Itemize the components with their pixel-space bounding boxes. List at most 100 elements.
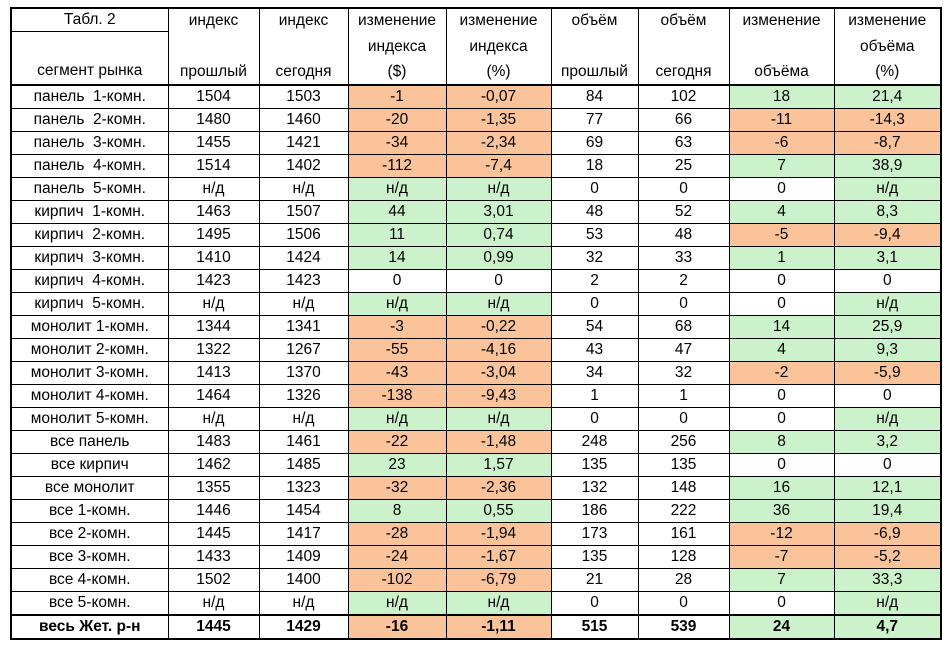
value-cell: 48 [637, 223, 730, 247]
value-cell: 0 [833, 269, 942, 293]
value-cell: 1462 [167, 453, 260, 477]
value-cell: 1423 [258, 269, 349, 293]
table-row: все 2-комн. 1445 1417 -28 -1,94 173 161 -12 -6,9 [10, 522, 942, 546]
column-header-2: индекс сегодня [258, 7, 349, 86]
value-cell: 0 [550, 292, 639, 316]
value-cell: 1355 [167, 476, 260, 500]
segment-cell: кирпич 4-комн. [10, 269, 169, 293]
value-cell: 4 [728, 338, 835, 362]
value-cell: 1 [637, 384, 730, 408]
value-cell: 539 [637, 614, 730, 640]
value-cell: н/д [445, 407, 552, 431]
column-header-lines: изменение индекса ($) [349, 9, 445, 83]
value-cell: -22 [347, 430, 447, 454]
value-cell: -1,94 [445, 522, 552, 546]
value-cell: -11 [728, 108, 835, 132]
value-cell: -14,3 [833, 108, 942, 132]
column-header-lines: объём прошлый [552, 9, 637, 83]
value-cell: 77 [550, 108, 639, 132]
value-cell: н/д [347, 407, 447, 431]
table-body: панель 1-комн. 1504 1503 -1 -0,07 84 102 18 21,4… [10, 84, 942, 640]
segment-cell: монолит 5-комн. [10, 407, 169, 431]
value-cell: 135 [550, 545, 639, 569]
segment-cell: панель 5-комн. [10, 177, 169, 201]
value-cell: 0 [445, 269, 552, 293]
value-cell: 1502 [167, 568, 260, 592]
segment-cell: все 5-комн. [10, 591, 169, 616]
value-cell: 12,1 [833, 476, 942, 500]
value-cell: 18 [728, 84, 835, 109]
column-header-4: изменение индекса (%) [445, 7, 552, 86]
value-cell: 38,9 [833, 154, 942, 178]
value-cell: 1423 [167, 269, 260, 293]
value-cell: -0,07 [445, 84, 552, 109]
column-header-6: объём сегодня [637, 7, 730, 86]
table-row: кирпич 5-комн. н/д н/д н/д н/д 0 0 0 н/д [10, 292, 942, 316]
value-cell: 32 [550, 246, 639, 270]
table-row: панель 5-комн. н/д н/д н/д н/д 0 0 0 н/д [10, 177, 942, 201]
header-line: объём [571, 12, 618, 29]
value-cell: 0 [637, 591, 730, 616]
header-line: прошлый [180, 63, 247, 80]
value-cell: н/д [258, 292, 349, 316]
value-cell: 8 [728, 430, 835, 454]
value-cell: 52 [637, 200, 730, 224]
value-cell: н/д [258, 177, 349, 201]
value-cell: 1446 [167, 499, 260, 523]
segment-cell: монолит 2-комн. [10, 338, 169, 362]
segment-cell: панель 4-комн. [10, 154, 169, 178]
value-cell: н/д [167, 292, 260, 316]
value-cell: 3,1 [833, 246, 942, 270]
value-cell: -16 [347, 614, 447, 640]
value-cell: 25 [637, 154, 730, 178]
segment-cell: все панель [10, 430, 169, 454]
table-row: все 3-комн. 1433 1409 -24 -1,67 135 128 -7 -5,2 [10, 545, 942, 569]
segment-cell: кирпич 3-комн. [10, 246, 169, 270]
value-cell: 1506 [258, 223, 349, 247]
value-cell: 161 [637, 522, 730, 546]
value-cell: -6,79 [445, 568, 552, 592]
table-row: кирпич 2-комн. 1495 1506 11 0,74 53 48 -5 -9,4 [10, 223, 942, 247]
table-row: все 4-комн. 1502 1400 -102 -6,79 21 28 7 33,3 [10, 568, 942, 592]
value-cell: -1,48 [445, 430, 552, 454]
value-cell: 1480 [167, 108, 260, 132]
value-cell: -12 [728, 522, 835, 546]
value-cell: 63 [637, 131, 730, 155]
value-cell: -9,4 [833, 223, 942, 247]
value-cell: 69 [550, 131, 639, 155]
segment-cell: панель 1-комн. [10, 84, 169, 109]
value-cell: -5,2 [833, 545, 942, 569]
value-cell: 47 [637, 338, 730, 362]
table-row: все кирпич 1462 1485 23 1,57 135 135 0 0 [10, 453, 942, 477]
segment-cell: все кирпич [10, 453, 169, 477]
value-cell: 0 [728, 591, 835, 616]
value-cell: 8 [347, 499, 447, 523]
value-cell: 1433 [167, 545, 260, 569]
value-cell: н/д [833, 177, 942, 201]
value-cell: -102 [347, 568, 447, 592]
value-cell: 1322 [167, 338, 260, 362]
header-line: изменение [459, 12, 538, 29]
value-cell: 0 [728, 407, 835, 431]
value-cell: 1402 [258, 154, 349, 178]
value-cell: 33 [637, 246, 730, 270]
value-cell: н/д [833, 292, 942, 316]
value-cell: 4,7 [833, 614, 942, 640]
table-row: все 5-комн. н/д н/д н/д н/д 0 0 0 н/д [10, 591, 942, 616]
header-line: (%) [486, 63, 511, 80]
value-cell: 14 [728, 315, 835, 339]
header-line: (%) [875, 63, 900, 80]
value-cell: 1455 [167, 131, 260, 155]
segment-cell: все 4-комн. [10, 568, 169, 592]
column-header-lines: индекс сегодня [260, 9, 347, 83]
column-header-7: изменение объёма [728, 7, 835, 86]
value-cell: 1400 [258, 568, 349, 592]
column-header-5: объём прошлый [550, 7, 639, 86]
value-cell: 1454 [258, 499, 349, 523]
value-cell: 18 [550, 154, 639, 178]
value-cell: 1417 [258, 522, 349, 546]
value-cell: -0,22 [445, 315, 552, 339]
header-line: индекса [367, 37, 427, 55]
header-line: индекса [469, 37, 528, 55]
value-cell: 1413 [167, 361, 260, 385]
